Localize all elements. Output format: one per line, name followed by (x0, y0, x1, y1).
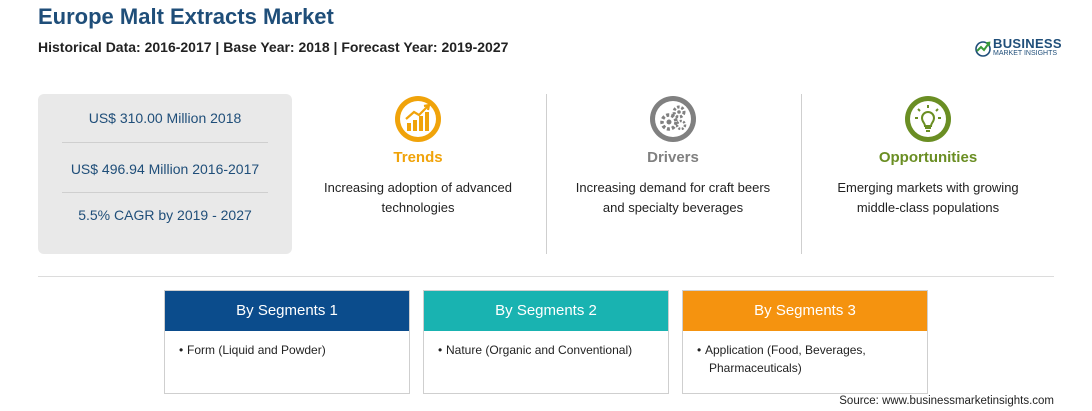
page-title: Europe Malt Extracts Market (38, 4, 334, 29)
key-stats-panel: US$ 310.00 Million 2018 US$ 496.94 Milli… (38, 94, 292, 254)
logo-subtext: MARKET INSIGHTS (993, 50, 1058, 57)
stat-cagr: 5.5% CAGR by 2019 - 2027 (78, 207, 252, 223)
feature-opportunities-text: Emerging markets with growing middle-clas… (837, 180, 1019, 215)
list-item-continued: Pharmaceuticals) (709, 361, 802, 375)
list-item: • Nature (Organic and Conventional) (438, 343, 633, 357)
feature-drivers-label: Drivers (647, 149, 699, 166)
logo-word: BUSINESS (993, 36, 1062, 51)
feature-trends-text: Increasing adoption of advanced technolog… (324, 180, 512, 215)
source-citation: Source: www.businessmarketinsights.com (839, 395, 1054, 407)
stat-historical-value: US$ 496.94 Million 2016-2017 (70, 161, 260, 177)
segment-2-items: • Nature (Organic and Conventional) (424, 331, 668, 369)
column-divider (546, 94, 547, 254)
feature-drivers: Drivers Increasing demand for craft beer… (548, 94, 798, 254)
segment-1-title: By Segments 1 (165, 291, 409, 331)
feature-opportunities-label: Opportunities (878, 149, 978, 166)
feature-opportunities: Opportunities Emerging markets with grow… (803, 94, 1053, 254)
column-divider (801, 94, 802, 254)
growth-chart-icon (395, 96, 441, 142)
list-item: • Application (Food, Beverages, (697, 343, 866, 357)
globe-logo-icon (975, 41, 991, 57)
feature-drivers-text: Increasing demand for craft beers and spe… (575, 180, 771, 215)
gears-icon (650, 96, 696, 142)
segment-card-3: By Segments 3 • Application (Food, Bevera… (682, 290, 928, 394)
feature-trends-label: Trends (393, 149, 443, 166)
segment-2-title: By Segments 2 (424, 291, 668, 331)
feature-trends: Trends Increasing adoption of advanced te… (293, 94, 543, 254)
lightbulb-icon (905, 96, 951, 142)
section-divider (38, 276, 1054, 277)
page-subtitle: Historical Data: 2016-2017 | Base Year: … (38, 39, 509, 55)
segment-card-2: By Segments 2 • Nature (Organic and Conve… (423, 290, 669, 394)
segment-3-title: By Segments 3 (683, 291, 927, 331)
segment-card-1: By Segments 1 • Form (Liquid and Powder) (164, 290, 410, 394)
stat-market-value-2018: US$ 310.00 Million 2018 (88, 110, 242, 126)
business-market-insights-logo: BUSINESS MARKET INSIGHTS (974, 36, 1064, 62)
stat-divider (62, 192, 268, 193)
stat-divider (62, 142, 268, 143)
list-item: • Form (Liquid and Powder) (179, 343, 326, 357)
segment-1-items: • Form (Liquid and Powder) (165, 331, 409, 369)
segment-3-items: • Application (Food, Beverages, Pharmaceu… (683, 331, 927, 387)
